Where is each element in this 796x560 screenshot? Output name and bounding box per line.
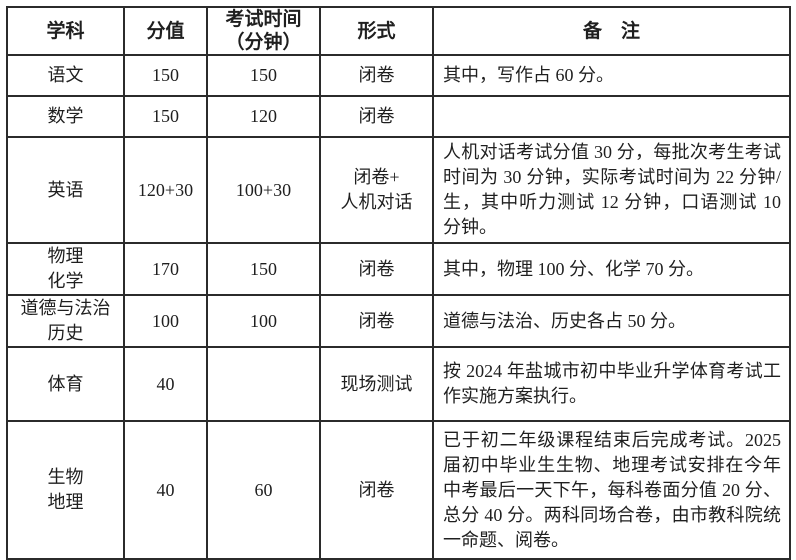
cell-format: 闭卷: [319, 95, 434, 138]
cell-score: 40: [123, 420, 208, 560]
cell-remark: [432, 95, 791, 138]
cell-duration: 100: [206, 294, 321, 348]
cell-subject: 物理 化学: [6, 242, 125, 296]
cell-score: 120+30: [123, 136, 208, 244]
cell-format: 闭卷+ 人机对话: [319, 136, 434, 244]
table-row-biology-geography: 生物 地理 40 60 闭卷 已于初二年级课程结束后完成考试。2025 届初中毕…: [6, 420, 791, 560]
cell-duration: 100+30: [206, 136, 321, 244]
header-format: 形式: [319, 6, 434, 56]
header-duration: 考试时间 （分钟）: [206, 6, 321, 56]
cell-subject: 生物 地理: [6, 420, 125, 560]
cell-score: 150: [123, 95, 208, 138]
table-row-morality-history: 道德与法治 历史 100 100 闭卷 道德与法治、历史各占 50 分。: [6, 294, 791, 348]
cell-duration: 150: [206, 54, 321, 97]
header-subject: 学科: [6, 6, 125, 56]
cell-subject: 英语: [6, 136, 125, 244]
cell-remark: 道德与法治、历史各占 50 分。: [432, 294, 791, 348]
cell-subject: 体育: [6, 346, 125, 422]
cell-score: 170: [123, 242, 208, 296]
table-row-english: 英语 120+30 100+30 闭卷+ 人机对话 人机对话考试分值 30 分，…: [6, 136, 791, 244]
cell-remark: 按 2024 年盐城市初中毕业升学体育考试工作实施方案执行。: [432, 346, 791, 422]
cell-subject: 道德与法治 历史: [6, 294, 125, 348]
cell-format: 闭卷: [319, 420, 434, 560]
exam-schedule-table: 学科 分值 考试时间 （分钟） 形式 备 注 语文 150 150 闭卷 其中，…: [6, 6, 791, 560]
cell-score: 100: [123, 294, 208, 348]
cell-subject: 数学: [6, 95, 125, 138]
header-score: 分值: [123, 6, 208, 56]
header-remark: 备 注: [432, 6, 791, 56]
cell-duration: [206, 346, 321, 422]
cell-remark: 其中，写作占 60 分。: [432, 54, 791, 97]
cell-remark: 已于初二年级课程结束后完成考试。2025 届初中毕业生生物、地理考试安排在今年中…: [432, 420, 791, 560]
table-row-physics-chemistry: 物理 化学 170 150 闭卷 其中，物理 100 分、化学 70 分。: [6, 242, 791, 296]
cell-remark: 人机对话考试分值 30 分，每批次考生考试时间为 30 分钟，实际考试时间为 2…: [432, 136, 791, 244]
table-row-chinese: 语文 150 150 闭卷 其中，写作占 60 分。: [6, 54, 791, 97]
table-header-row: 学科 分值 考试时间 （分钟） 形式 备 注: [6, 6, 791, 56]
cell-subject: 语文: [6, 54, 125, 97]
table-row-pe: 体育 40 现场测试 按 2024 年盐城市初中毕业升学体育考试工作实施方案执行…: [6, 346, 791, 422]
cell-format: 闭卷: [319, 54, 434, 97]
cell-format: 闭卷: [319, 242, 434, 296]
cell-format: 现场测试: [319, 346, 434, 422]
table-row-math: 数学 150 120 闭卷: [6, 95, 791, 138]
cell-score: 150: [123, 54, 208, 97]
cell-score: 40: [123, 346, 208, 422]
cell-duration: 150: [206, 242, 321, 296]
cell-duration: 120: [206, 95, 321, 138]
cell-remark: 其中，物理 100 分、化学 70 分。: [432, 242, 791, 296]
cell-duration: 60: [206, 420, 321, 560]
cell-format: 闭卷: [319, 294, 434, 348]
